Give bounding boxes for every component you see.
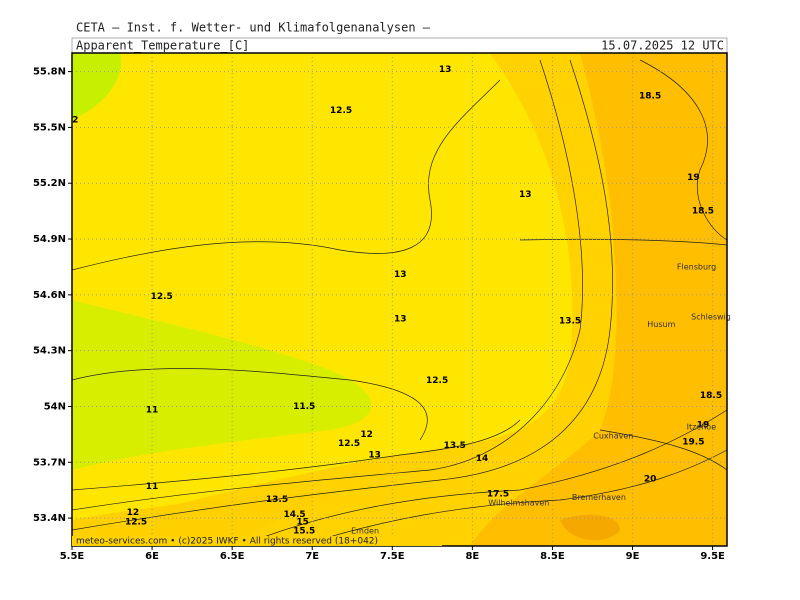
contour-label: 12.5 (125, 517, 147, 527)
contour-label: 13.5 (266, 495, 288, 505)
y-tick-label: 55.5N (33, 122, 66, 133)
contour-label: 18.5 (692, 207, 714, 217)
contour-label: 13 (439, 65, 452, 75)
contour-label: 12 (127, 508, 140, 518)
contour-label: 11 (146, 482, 159, 492)
x-tick-label: 5.5E (60, 551, 85, 562)
contour-label: 17.5 (487, 489, 509, 499)
contour-label: 13 (368, 450, 381, 460)
city-label: Schleswig (691, 313, 731, 322)
footer-bg (72, 536, 442, 546)
contour-label: 14.5 (283, 510, 305, 520)
city-label: Wilhelmshaven (488, 499, 549, 508)
city-label: Flensburg (677, 262, 716, 271)
contour-label: 15 (296, 517, 309, 527)
contour-label: 19 (687, 173, 700, 183)
y-tick-label: 53.4N (33, 513, 66, 524)
y-tick-label: 53.7N (33, 457, 66, 468)
contour-label: 19 (697, 421, 710, 431)
field (72, 53, 727, 546)
contour-label: 12 (360, 430, 373, 440)
contour-label: 11.5 (293, 402, 315, 412)
y-tick-label: 55.8N (33, 67, 66, 78)
contour-label: 12.5 (151, 292, 173, 302)
x-tick-label: 8.5E (540, 551, 565, 562)
contour-label: 13 (519, 190, 532, 200)
contour-label: 13 (394, 270, 407, 280)
x-tick-label: 8E (465, 551, 479, 562)
y-tick-label: 55.2N (33, 178, 66, 189)
city-label: Emden (351, 527, 379, 536)
contour-label: 13.5 (444, 441, 466, 451)
city-label: Cuxhaven (593, 432, 633, 441)
x-tick-label: 9.5E (700, 551, 725, 562)
contour-label: 20 (644, 475, 657, 485)
contour-label: 12.5 (330, 106, 352, 116)
contour-label: 13.5 (559, 316, 581, 326)
city-label: Bremerhaven (572, 493, 626, 502)
contour-label: 12.5 (338, 439, 360, 449)
city-label: Itzehoe (687, 422, 717, 431)
x-tick-label: 7.5E (380, 551, 405, 562)
contour-label: 14 (476, 454, 489, 464)
x-tick-label: 7E (305, 551, 319, 562)
contour-label: 2 (72, 115, 78, 125)
x-tick-label: 6E (145, 551, 159, 562)
date: 15.07.2025 12 UTC (601, 39, 724, 53)
y-tick-label: 54.9N (33, 234, 66, 245)
y-tick-label: 54.6N (33, 290, 66, 301)
city-label: Husum (647, 320, 675, 329)
title: CETA — Inst. f. Wetter- und Klimafolgena… (76, 21, 431, 35)
contour-label: 13 (394, 315, 407, 325)
contour-label: 12.5 (426, 376, 448, 386)
x-tick-label: 6.5E (220, 551, 245, 562)
contour-label: 11 (146, 406, 159, 416)
y-tick-label: 54.3N (33, 346, 66, 357)
x-tick-label: 9E (626, 551, 640, 562)
y-tick-label: 54N (44, 401, 66, 412)
contour-label: 18.5 (639, 91, 661, 101)
footer: meteo-services.com • (c)2025 IWKF • All … (76, 537, 378, 547)
contour-label: 18.5 (700, 391, 722, 401)
subtitle: Apparent_Temperature_[C] (76, 39, 249, 53)
contour-label: 19.5 (682, 437, 704, 447)
contour-label: 15.5 (293, 527, 315, 537)
